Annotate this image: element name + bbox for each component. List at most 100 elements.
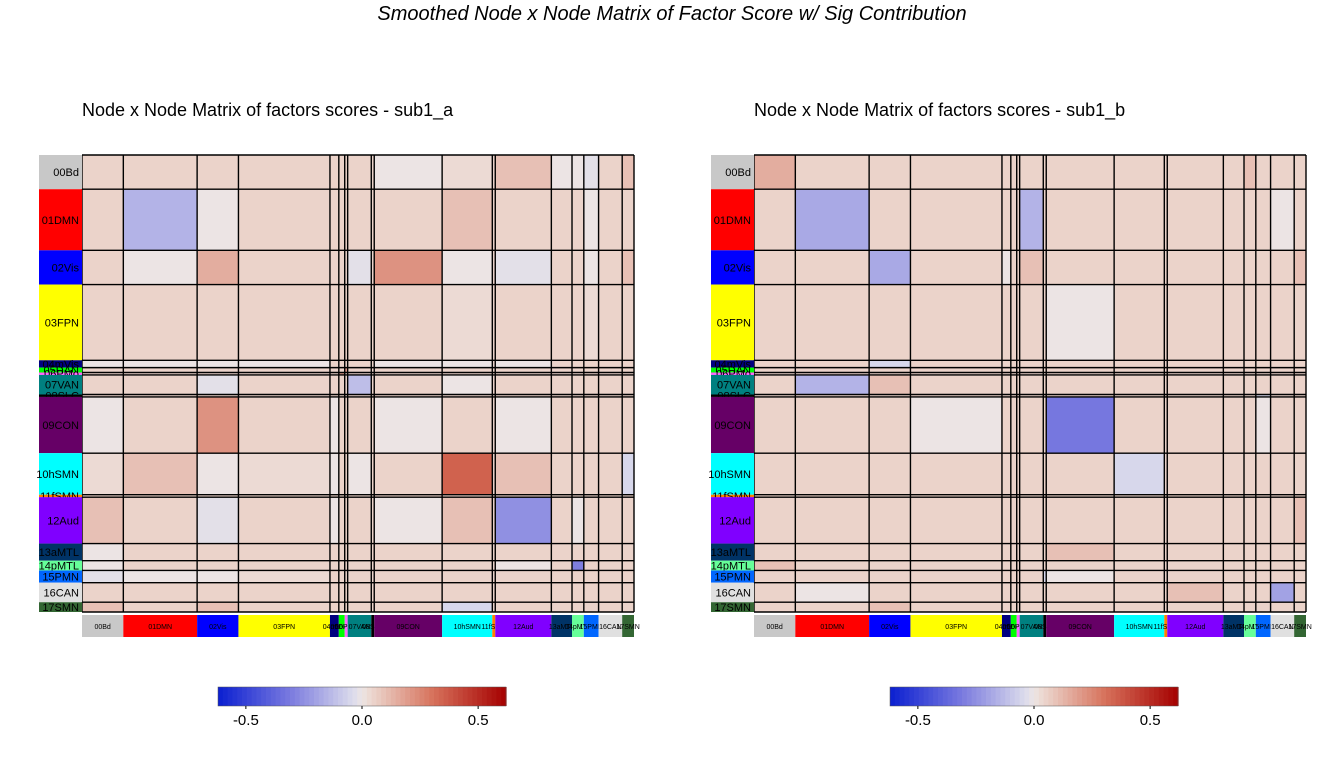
heatmap-cell [1016, 582, 1020, 603]
heatmap-cell [123, 602, 198, 612]
colorbar-segment [1149, 687, 1155, 706]
heatmap-cell [344, 396, 348, 454]
colorbar-segment [232, 687, 238, 706]
heatmap-cell [869, 394, 911, 397]
heatmap-cell [572, 374, 584, 395]
heatmap-cell [197, 582, 239, 603]
heatmap-cell [329, 582, 339, 603]
heatmap-cell [1046, 155, 1115, 190]
heatmap-cell [238, 372, 330, 375]
heatmap-cell [1270, 543, 1295, 561]
heatmap-cell [583, 250, 599, 285]
row-network-color [711, 372, 754, 375]
heatmap-cell [338, 396, 345, 454]
heatmap-cell [1043, 602, 1047, 612]
heatmap-cell [495, 284, 552, 361]
colorbar-segment [1154, 687, 1160, 706]
heatmap-cell [1167, 543, 1224, 561]
heatmap-cell [197, 155, 239, 190]
heatmap-cell [1255, 396, 1271, 454]
heatmap-cell [1294, 284, 1306, 361]
heatmap-cell [583, 602, 599, 612]
heatmap-cell [1255, 394, 1271, 397]
heatmap-cell [622, 374, 634, 395]
heatmap-cell [1270, 396, 1295, 454]
heatmap-cell [1046, 374, 1115, 395]
heatmap-cell [1043, 453, 1047, 495]
heatmap-cell [371, 396, 375, 454]
heatmap-cell [338, 250, 345, 285]
heatmap-cell [869, 155, 911, 190]
heatmap-cell [1016, 560, 1020, 571]
heatmap-cell [197, 374, 239, 395]
colorbar-segment [894, 687, 901, 706]
heatmap-cell [551, 189, 573, 251]
heatmap-cell [1164, 560, 1168, 571]
heatmap-cell [82, 602, 124, 612]
colorbar-segment [347, 687, 353, 706]
heatmap-cell [495, 453, 552, 495]
heatmap-cell [622, 396, 634, 454]
row-network-color [711, 453, 754, 495]
heatmap-cell [1046, 367, 1115, 373]
heatmap-cell [197, 497, 239, 544]
heatmap-cell [123, 560, 198, 571]
heatmap-cell [338, 374, 345, 395]
heatmap-cell [442, 396, 493, 454]
heatmap-cell [910, 543, 1002, 561]
heatmap-cell [1043, 155, 1047, 190]
heatmap-cell [197, 396, 239, 454]
colorbar-segment [1115, 687, 1121, 706]
row-network-color [711, 497, 754, 544]
heatmap-cell [1114, 582, 1165, 603]
heatmap-cell [344, 360, 348, 368]
colorbar-tick-label: 0.5 [468, 712, 489, 729]
row-network-color [711, 602, 754, 612]
heatmap-cell [1019, 360, 1044, 368]
column-network-color [551, 615, 573, 637]
heatmap-cell [329, 453, 339, 495]
colorbar-segment [275, 687, 281, 706]
heatmap-cell [374, 602, 443, 612]
heatmap-cell [1010, 396, 1017, 454]
heatmap-cell [123, 360, 198, 368]
heatmap-cell [583, 497, 599, 544]
heatmap-cell [347, 453, 372, 495]
heatmap-cell [1016, 367, 1020, 373]
colorbar-segment [1086, 687, 1093, 706]
row-network-label: 16CAN [716, 587, 752, 599]
heatmap-cell [374, 367, 443, 373]
colorbar-segment [400, 687, 406, 706]
heatmap-cell [347, 497, 372, 544]
heatmap-cell [1046, 250, 1115, 285]
heatmap-cell [1043, 360, 1047, 368]
colorbar-segment [962, 687, 968, 706]
row-network-label: 09CON [714, 420, 751, 432]
heatmap-cell [1167, 497, 1224, 544]
heatmap-panel-2: Node x Node Matrix of factors scores - s… [708, 100, 1312, 729]
colorbar-segment [990, 687, 997, 706]
heatmap-cell [754, 250, 796, 285]
heatmap-cell [1001, 560, 1011, 571]
heatmap-cell [551, 360, 573, 368]
column-network-color [1244, 615, 1256, 637]
heatmap-cell [1270, 560, 1295, 571]
heatmap-cell [1255, 570, 1271, 583]
heatmap-cell [1223, 453, 1245, 495]
colorbar-segment [467, 687, 473, 706]
heatmap-cell [329, 396, 339, 454]
heatmap-cell [1001, 396, 1011, 454]
heatmap-cell [1001, 155, 1011, 190]
heatmap-cell [123, 494, 198, 498]
heatmap-cell [442, 543, 493, 561]
heatmap-cell [1016, 189, 1020, 251]
colorbar-tick-label: 0.0 [352, 712, 373, 729]
heatmap-cell [442, 497, 493, 544]
colorbar-segment [1091, 687, 1097, 706]
heatmap-cell [1010, 602, 1017, 612]
heatmap-cell [1223, 250, 1245, 285]
heatmap-cell [371, 497, 375, 544]
heatmap-cell [123, 570, 198, 583]
heatmap-cell [1244, 394, 1256, 397]
heatmap-cell [347, 582, 372, 603]
